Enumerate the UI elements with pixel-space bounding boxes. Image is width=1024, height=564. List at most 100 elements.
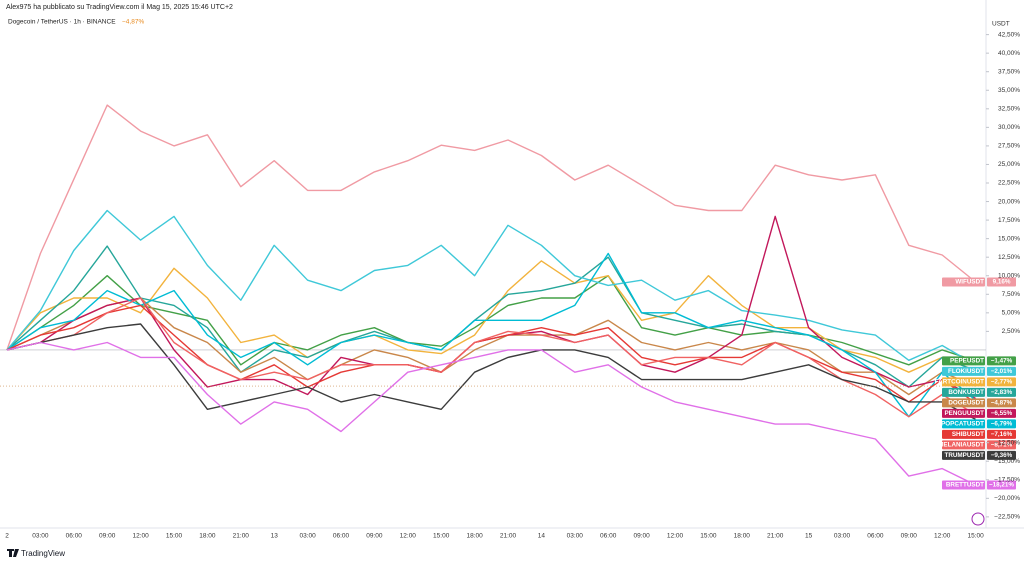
legend-entry: WIFUSDT (955, 279, 984, 286)
x-tick-label: 06:00 (867, 533, 884, 540)
badge-value-bg (987, 450, 1016, 460)
value-label: −18,21% (989, 482, 1014, 489)
alert-icon[interactable] (971, 512, 985, 526)
badge-name-bg (942, 440, 985, 450)
value-label: −6,55% (991, 410, 1013, 417)
author-line: Alex975 ha pubblicato su TradingView.com… (6, 4, 233, 11)
axis-unit: USDT (992, 21, 1010, 28)
badge-value-bg (987, 377, 1016, 387)
badge-name-bg (942, 398, 985, 408)
badges: WIFUSDT 9,16% PEPEUSDT −1,47% FARTCOINUSDT −2… (935, 277, 1016, 490)
x-tick-label: 06:00 (66, 533, 83, 540)
series-line (6, 304, 977, 404)
legend-entry: MELANIAUSDT (938, 442, 984, 449)
series-line (6, 209, 976, 366)
symbol: Dogecoin / TetherUS · 1h · BINANCE (8, 19, 116, 26)
legend-entry: SHIBUSDT (952, 431, 984, 438)
x-tick-label: 06:00 (333, 533, 350, 540)
y-tick-label: 10,00% (998, 272, 1020, 279)
x-tick-label: 12:00 (667, 533, 684, 540)
y-tick-label: 25,00% (998, 161, 1020, 168)
x-tick-label: 21:00 (767, 533, 784, 540)
series-line (6, 252, 977, 418)
badge-value-bg (987, 387, 1016, 397)
series-line (6, 275, 976, 366)
badge-value-bg (987, 408, 1016, 418)
y-tick-label: 15,00% (998, 235, 1020, 242)
y-tick-label: 17,50% (998, 217, 1020, 224)
y-tick-label: 37,50% (998, 68, 1020, 75)
x-tick-label: 06:00 (600, 533, 617, 540)
footer: TradingView (21, 549, 65, 558)
x-tick-label: 03:00 (567, 533, 584, 540)
x-tick-label: 12:00 (400, 533, 417, 540)
symbol-change: −4,87% (122, 19, 144, 26)
value-label: −6,79% (991, 421, 1013, 428)
badge-name-bg (942, 366, 985, 376)
badge-name-bg (942, 408, 985, 418)
legend-entry: POPCATUSDT (941, 421, 984, 428)
value-label: −4,87% (991, 400, 1013, 407)
value-label: 9,16% (993, 279, 1011, 286)
x-tick-label: 13 (271, 533, 279, 540)
legend-entry: BONKUSDT (948, 389, 984, 396)
y-tick-label: 30,00% (998, 124, 1020, 131)
x-tick-label: 21:00 (500, 533, 517, 540)
x-tick-label: 18:00 (734, 533, 751, 540)
y-tick-label: −22,50% (994, 514, 1020, 521)
legend-entry: TRUMPUSDT (944, 452, 984, 459)
badge-name-bg (942, 429, 985, 439)
value-label: −9,36% (991, 452, 1013, 459)
badge-value-bg (987, 480, 1016, 490)
badge-value-bg (987, 366, 1016, 376)
x-tick-label: 15:00 (166, 533, 183, 540)
y-tick-label: 12,50% (998, 254, 1020, 261)
badge-name-bg (942, 356, 985, 366)
badge-value-bg (987, 398, 1016, 408)
y-tick-label: −15,00% (994, 458, 1020, 465)
value-label: −1,47% (991, 358, 1013, 365)
legend-entry: BRETTUSDT (946, 482, 984, 489)
x-tick-label: 12:00 (934, 533, 951, 540)
value-label: −8,71% (991, 442, 1013, 449)
series-line (6, 297, 976, 418)
y-tick-label: 20,00% (998, 198, 1020, 205)
value-label: −7,16% (991, 431, 1013, 438)
x-tick-label: 18:00 (199, 533, 216, 540)
y-tick-label: 35,00% (998, 87, 1020, 94)
x-tick-label: 03:00 (834, 533, 851, 540)
x-tick-label: 18:00 (466, 533, 483, 540)
badge-name-bg (942, 387, 985, 397)
badge-name-bg (942, 377, 985, 387)
value-label: −2,77% (991, 379, 1013, 386)
badge-value-bg (987, 419, 1016, 429)
series-line (6, 260, 976, 373)
y-tick-label: 7,50% (1002, 291, 1021, 298)
y-tick-label: 2,50% (1002, 328, 1021, 335)
badge-value-bg (987, 440, 1016, 450)
badge-value-bg (987, 277, 1016, 287)
x-tick-label: 09:00 (99, 533, 116, 540)
x-tick-label: 15:00 (967, 533, 984, 540)
x-tick-label: 03:00 (32, 533, 49, 540)
badge-name-bg (942, 450, 985, 460)
value-label: −2,01% (991, 368, 1013, 375)
x-tick-label: 09:00 (901, 533, 918, 540)
x-tick-label: 15 (805, 533, 813, 540)
legend-entry: FARTCOINUSDT (935, 379, 984, 386)
badge-value-bg (987, 429, 1016, 439)
y-tick-label: 32,50% (998, 106, 1020, 113)
y-tick-label: −12,50% (994, 439, 1020, 446)
series-line (6, 297, 976, 396)
x-tick-label: 15:00 (433, 533, 450, 540)
x-tick-label: 21:00 (233, 533, 250, 540)
value-label: −2,83% (991, 389, 1013, 396)
badge-name-bg (942, 419, 985, 429)
x-tick-label: 09:00 (633, 533, 650, 540)
x-tick-label: 12:00 (132, 533, 149, 540)
y-tick-label: 42,50% (998, 31, 1020, 38)
badge-name-bg (942, 480, 985, 490)
tv-logo (7, 549, 19, 557)
series-line (6, 104, 977, 351)
